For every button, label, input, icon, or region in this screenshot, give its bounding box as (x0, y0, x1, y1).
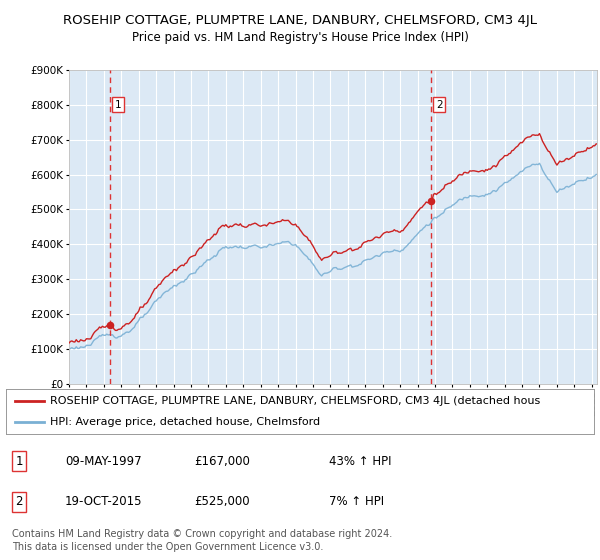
Point (427, 196, 436, 205)
Text: 19-OCT-2015: 19-OCT-2015 (65, 495, 142, 508)
Text: 1: 1 (15, 455, 23, 468)
Text: 2: 2 (436, 100, 442, 110)
Text: £525,000: £525,000 (194, 495, 250, 508)
Text: This data is licensed under the Open Government Licence v3.0.: This data is licensed under the Open Gov… (12, 542, 323, 552)
Text: Contains HM Land Registry data © Crown copyright and database right 2024.: Contains HM Land Registry data © Crown c… (12, 529, 392, 539)
Text: £167,000: £167,000 (194, 455, 250, 468)
Point (11, 398, 19, 405)
Point (106, 321, 115, 330)
Point (41, 418, 48, 425)
Text: HPI: Average price, detached house, Chelmsford: HPI: Average price, detached house, Chel… (50, 417, 320, 427)
Text: 7% ↑ HPI: 7% ↑ HPI (329, 495, 385, 508)
Text: ROSEHIP COTTAGE, PLUMPTRE LANE, DANBURY, CHELMSFORD, CM3 4JL: ROSEHIP COTTAGE, PLUMPTRE LANE, DANBURY,… (63, 14, 537, 27)
Text: 2: 2 (15, 495, 23, 508)
Point (11, 418, 19, 425)
Text: 1: 1 (115, 100, 121, 110)
Text: 43% ↑ HPI: 43% ↑ HPI (329, 455, 392, 468)
Text: ROSEHIP COTTAGE, PLUMPTRE LANE, DANBURY, CHELMSFORD, CM3 4JL (detached hous: ROSEHIP COTTAGE, PLUMPTRE LANE, DANBURY,… (50, 396, 541, 407)
Point (41, 398, 48, 405)
Text: 09-MAY-1997: 09-MAY-1997 (65, 455, 142, 468)
Text: Price paid vs. HM Land Registry's House Price Index (HPI): Price paid vs. HM Land Registry's House … (131, 31, 469, 44)
